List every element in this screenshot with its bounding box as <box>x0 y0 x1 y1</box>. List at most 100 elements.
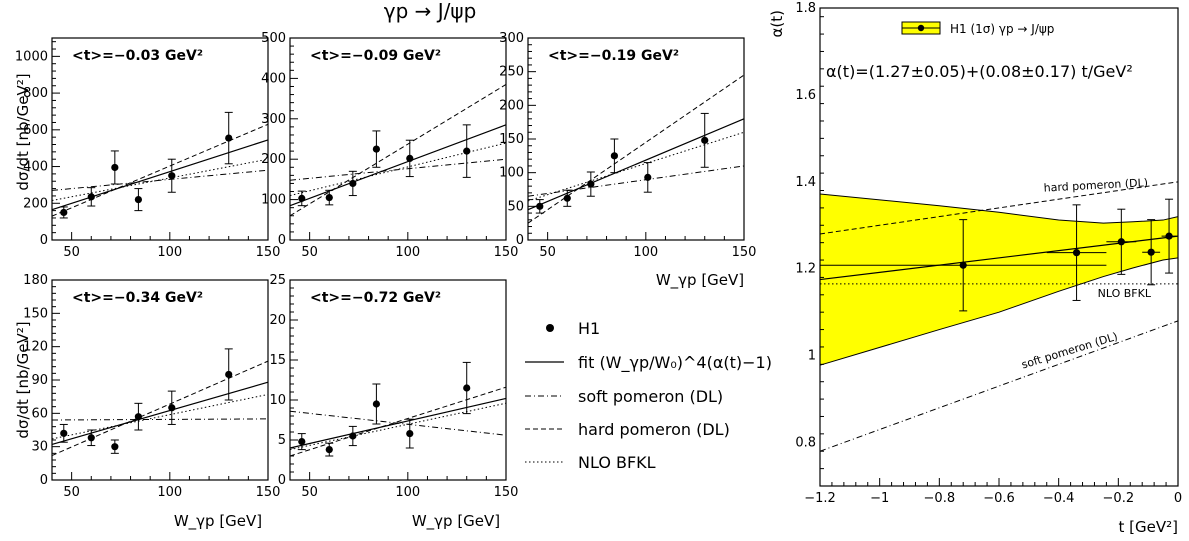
x-tick-label: 150 <box>256 485 281 500</box>
y-tick-label: 60 <box>31 406 48 421</box>
data-point <box>406 154 414 162</box>
data-point <box>225 370 233 379</box>
legend-bfkl-label: NLO BFKL <box>578 453 656 472</box>
y-tick-label: 250 <box>499 65 524 80</box>
y-tick-label: 0 <box>40 473 48 488</box>
y-axis-label: α(t) <box>768 10 786 37</box>
y-tick-label: 400 <box>261 71 286 86</box>
curve-fit <box>51 139 269 211</box>
hard-pomeron-label: hard pomeron (DL) <box>1043 176 1148 194</box>
nlo-bfkl-label: NLO BFKL <box>1098 287 1152 300</box>
curve-hard <box>51 123 269 217</box>
data-point <box>372 145 380 153</box>
data-point <box>610 152 619 160</box>
data-point <box>325 446 333 454</box>
data-point <box>60 429 68 437</box>
data-point <box>463 384 471 392</box>
left-ylabel-bottom: dσ/dt [nb/GeV²] <box>14 321 32 438</box>
x-tick-label: 150 <box>494 485 519 500</box>
data-point <box>959 261 967 269</box>
chart-panel-5: 50 100 150 0 5 10 15 20 25 <t>=−0.72 GeV² <box>269 273 518 500</box>
data-point <box>563 194 571 202</box>
y-tick-label: 30 <box>31 440 48 455</box>
y-tick-label: 1000 <box>15 49 48 64</box>
hard-pomeron-line <box>819 181 1179 235</box>
x-tick-label: 100 <box>633 245 658 260</box>
y-tick-label: 0 <box>40 233 48 248</box>
legend-h1-label: H1 <box>578 319 600 338</box>
panel-annotation: <t>=−0.19 GeV² <box>548 48 679 64</box>
x-tick-label: 50 <box>301 485 318 500</box>
data-point <box>134 413 142 421</box>
y-tick-label: 0 <box>278 473 286 488</box>
data-point <box>168 172 176 180</box>
curve-soft <box>289 158 507 181</box>
y-tick-label: 120 <box>23 340 48 355</box>
x-tick-label: −0.8 <box>924 491 956 506</box>
panel-annotation: <t>=−0.09 GeV² <box>310 48 441 64</box>
chart-panel-4: 50 100 150 0 30 60 90 120 150 180 <t>=−0.34 GeV² <box>23 273 280 500</box>
plot-frame <box>289 279 507 481</box>
y-tick-label: 90 <box>31 373 48 388</box>
data-point <box>1147 248 1155 256</box>
panel-annotation: <t>=−0.72 GeV² <box>310 290 441 306</box>
y-tick-label: 200 <box>499 98 524 113</box>
fit-formula: α(t)=(1.27±0.05)+(0.08±0.17) t/GeV² <box>826 62 1133 81</box>
left-ylabel-top: dσ/dt [nb/GeV²] <box>14 73 32 190</box>
data-point <box>406 430 414 438</box>
y-tick-label: 50 <box>507 199 524 214</box>
y-tick-label: 15 <box>269 353 286 368</box>
data-point <box>463 147 471 155</box>
y-tick-label: 100 <box>499 166 524 181</box>
y-tick-label: 0 <box>278 233 286 248</box>
x-tick-label: 50 <box>539 245 556 260</box>
data-point <box>87 193 95 201</box>
y-tick-label: 500 <box>261 31 286 46</box>
y-tick-label: 1.8 <box>795 1 816 16</box>
data-point <box>1072 249 1081 257</box>
y-tick-label: 5 <box>278 433 286 448</box>
soft-pomeron-line <box>819 320 1179 452</box>
curve-bfkl <box>51 393 269 440</box>
x-tick-label: 50 <box>63 485 80 500</box>
y-tick-label: 180 <box>23 273 48 288</box>
y-tick-label: 0.8 <box>795 436 816 451</box>
x-tick-label: 100 <box>157 245 182 260</box>
soft-pomeron-label: soft pomeron (DL) <box>1020 330 1119 372</box>
curve-soft <box>527 165 745 197</box>
data-point <box>168 404 176 412</box>
x-tick-label: −1.2 <box>804 491 836 506</box>
xlabel-panel-c: W_γp [GeV] <box>656 271 744 290</box>
y-tick-label: 150 <box>23 306 48 321</box>
legend-fit-label: fit (W_γp/W₀)^4(α(t)−1) <box>578 353 772 373</box>
y-tick-label: 300 <box>499 31 524 46</box>
y-tick-label: 200 <box>261 152 286 167</box>
chart-panel-2: 50 100 150 0 100 200 300 400 500 <t>=−0.09 GeV² <box>261 31 518 260</box>
y-tick-label: 600 <box>23 123 48 138</box>
data-point <box>111 443 119 451</box>
data-point <box>87 434 95 442</box>
y-tick-label: 25 <box>269 273 286 288</box>
curve-soft <box>51 169 269 191</box>
x-tick-label: 150 <box>494 245 519 260</box>
y-tick-label: 300 <box>261 112 286 127</box>
curve-bfkl <box>51 158 269 202</box>
y-tick-label: 1.6 <box>795 88 816 103</box>
y-tick-label: 100 <box>261 193 286 208</box>
data-point <box>536 202 544 210</box>
legend-label: H1 (1σ) γp → J/ψp <box>950 22 1054 36</box>
legend-hard-label: hard pomeron (DL) <box>578 420 730 439</box>
data-point <box>298 194 306 202</box>
panel-annotation: <t>=−0.34 GeV² <box>72 290 203 306</box>
y-tick-label: 400 <box>23 160 48 175</box>
curve-hard <box>527 74 745 224</box>
curve-fit <box>289 124 507 207</box>
data-point <box>134 196 142 204</box>
data-point <box>111 163 119 172</box>
curve-hard <box>289 386 507 457</box>
error-band-upper <box>819 193 1179 224</box>
chart-panel-1: 50 100 150 0 200 400 600 800 1000 <t>=−0.03 GeV² <box>15 37 280 260</box>
x-tick-label: −0.6 <box>983 491 1015 506</box>
plot-frame <box>51 37 269 241</box>
y-tick-label: 10 <box>269 393 286 408</box>
